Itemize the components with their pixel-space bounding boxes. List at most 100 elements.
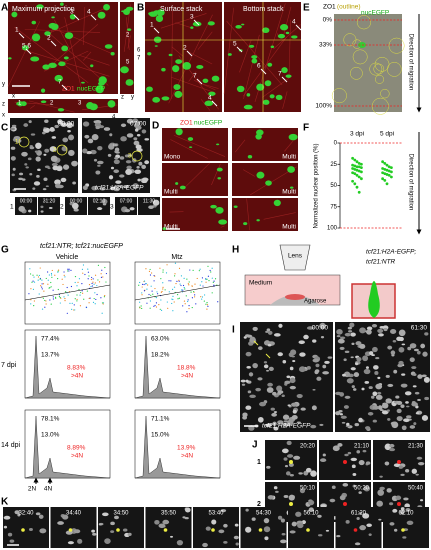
nucleus [389, 522, 395, 526]
label: 00:00 [70, 198, 83, 204]
nucleus [154, 519, 160, 525]
nucleus [96, 207, 103, 211]
event [138, 284, 140, 286]
nucleus [424, 396, 430, 401]
nucleus [95, 170, 101, 175]
nucleus [378, 333, 384, 337]
dot [355, 168, 359, 172]
event [104, 295, 106, 297]
event [63, 271, 65, 273]
nucleus [312, 388, 316, 391]
event [91, 276, 93, 279]
membrane [64, 17, 82, 88]
nucleus [336, 328, 343, 335]
label: 63.0% [151, 336, 170, 343]
membrane [55, 28, 112, 54]
label: 20:20 [300, 444, 316, 450]
nucleus [359, 327, 366, 334]
event [187, 299, 189, 301]
event [61, 278, 63, 280]
event [57, 269, 60, 271]
event [38, 274, 41, 277]
event [47, 271, 49, 273]
nucleus [182, 62, 192, 70]
event [182, 305, 184, 307]
histogram [134, 415, 221, 479]
nucleus [29, 146, 35, 150]
nucleus [400, 510, 405, 515]
label: 3 [78, 101, 82, 107]
event [212, 281, 214, 283]
nucleus [414, 391, 420, 395]
label: 35:50 [161, 511, 177, 517]
label: 34:40 [66, 511, 82, 517]
nucleus [245, 334, 250, 338]
arrow [18, 32, 25, 39]
label: 2 [47, 35, 51, 42]
nucleus [392, 340, 397, 343]
dot [387, 165, 391, 169]
nucleus [202, 542, 208, 548]
nucleus [36, 174, 40, 178]
event [73, 309, 75, 311]
event [173, 275, 176, 277]
gate [24, 284, 111, 301]
event [159, 308, 161, 310]
label: 100% [315, 103, 332, 110]
event [30, 299, 32, 301]
nucleus [29, 173, 33, 176]
event [50, 303, 52, 305]
nucleus [91, 529, 95, 533]
nucleus [92, 532, 97, 536]
event [178, 297, 180, 299]
label: 0% [323, 17, 333, 24]
nucleus [152, 96, 161, 103]
nucleus [385, 398, 392, 404]
event [100, 273, 102, 275]
nucleus [129, 207, 135, 211]
nucleus [202, 78, 209, 83]
event [90, 285, 92, 288]
nucleus [68, 149, 75, 156]
nucleus [257, 377, 263, 381]
event [50, 286, 52, 288]
label: 1 [257, 459, 261, 466]
event [58, 295, 61, 297]
event [206, 304, 209, 306]
nucleus [169, 535, 174, 538]
nucleus [377, 376, 381, 380]
label: x [12, 94, 15, 100]
event [209, 269, 211, 272]
nucleus [114, 157, 119, 160]
nucleus [72, 181, 77, 185]
nucleus [45, 185, 49, 188]
nucleus [390, 350, 396, 355]
nucleus [281, 533, 286, 536]
nucleus [47, 167, 51, 170]
nucleus [256, 219, 260, 222]
nucleus [308, 500, 315, 506]
nucleus [208, 91, 216, 96]
event [201, 296, 204, 298]
nucleus [91, 134, 99, 141]
event [90, 278, 93, 281]
nucleus [113, 169, 120, 174]
dot [351, 179, 354, 183]
nucleus [289, 530, 296, 534]
nucleus [148, 205, 154, 209]
nucleus [406, 520, 414, 525]
arrow [295, 24, 302, 31]
nucleus [379, 326, 385, 329]
event [96, 293, 98, 296]
nucleus [11, 124, 17, 128]
nucleus [324, 360, 330, 364]
nucleus [17, 101, 24, 107]
nucleus [247, 390, 252, 394]
nucleus [339, 392, 345, 397]
nucleus [28, 120, 32, 124]
nucleus [369, 351, 374, 356]
event [178, 279, 180, 281]
event [84, 273, 86, 276]
nucleus [144, 138, 150, 141]
event [51, 269, 53, 272]
